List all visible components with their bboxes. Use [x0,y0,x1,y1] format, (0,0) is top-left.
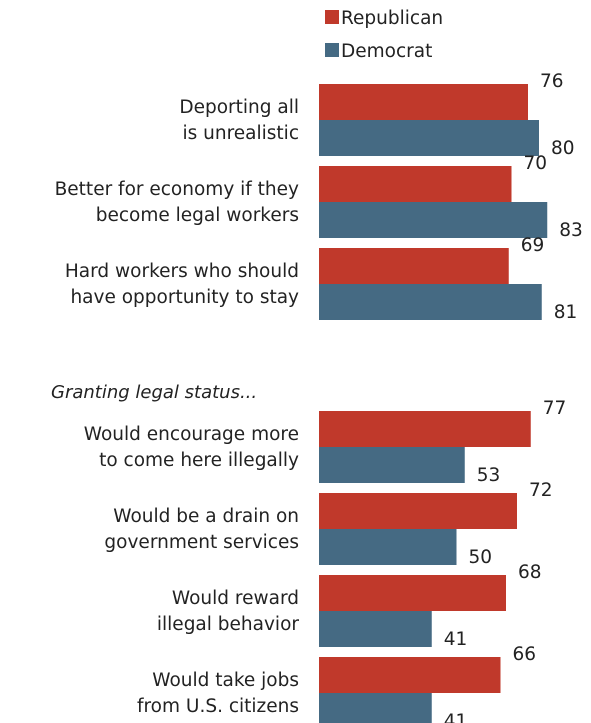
category-label: Deporting all [179,97,299,118]
value-label-democrat: 41 [444,711,468,723]
category-label: Would be a drain on [113,506,299,527]
value-label-republican: 66 [513,644,537,665]
value-label-democrat: 83 [559,220,583,241]
category-label: Would reward [172,588,299,609]
legend: Republican Democrat [325,8,443,62]
value-label-democrat: 50 [469,547,493,568]
section-heading: Granting legal status... [51,382,257,403]
value-label-democrat: 53 [477,465,501,486]
value-label-democrat: 80 [551,138,575,159]
bar-republican [319,575,506,611]
category-label: Would encourage more [84,424,299,445]
bar-democrat [319,447,465,483]
bar-republican [319,493,517,529]
category-label: to come here illegally [99,450,299,471]
bar-democrat [319,611,432,647]
value-label-republican: 68 [518,562,542,583]
value-label-republican: 72 [529,480,553,501]
value-label-republican: 70 [524,153,548,174]
bar-republican [319,248,509,284]
bar-democrat [319,529,457,565]
category-label: Hard workers who should [65,261,299,282]
category-label: Better for economy if they [55,179,299,200]
legend-label-republican: Republican [341,8,443,29]
bar-democrat [319,693,432,723]
category-label: become legal workers [96,205,299,226]
bar-democrat [319,120,539,156]
value-label-democrat: 81 [554,302,578,323]
category-label: from U.S. citizens [137,696,299,717]
value-label-republican: 77 [543,398,567,419]
bars [319,84,548,723]
category-labels: Deporting all is unrealistic Better for ec… [55,97,300,717]
bar-democrat [319,284,542,320]
value-label-democrat: 41 [444,629,468,650]
legend-swatch-democrat [325,43,339,57]
category-label: illegal behavior [157,614,299,635]
bar-democrat [319,202,548,238]
value-label-republican: 76 [540,71,564,92]
category-label: is unrealistic [182,123,299,144]
value-label-republican: 69 [521,235,545,256]
bar-republican [319,84,528,120]
section-headings: Granting legal status... [51,382,257,403]
legend-label-democrat: Democrat [341,41,432,62]
bar-republican [319,411,531,447]
legend-swatch-republican [325,10,339,24]
category-label: government services [104,532,299,553]
bar-republican [319,166,512,202]
category-label: Would take jobs [152,670,299,691]
bar-republican [319,657,501,693]
category-label: have opportunity to stay [70,287,299,308]
